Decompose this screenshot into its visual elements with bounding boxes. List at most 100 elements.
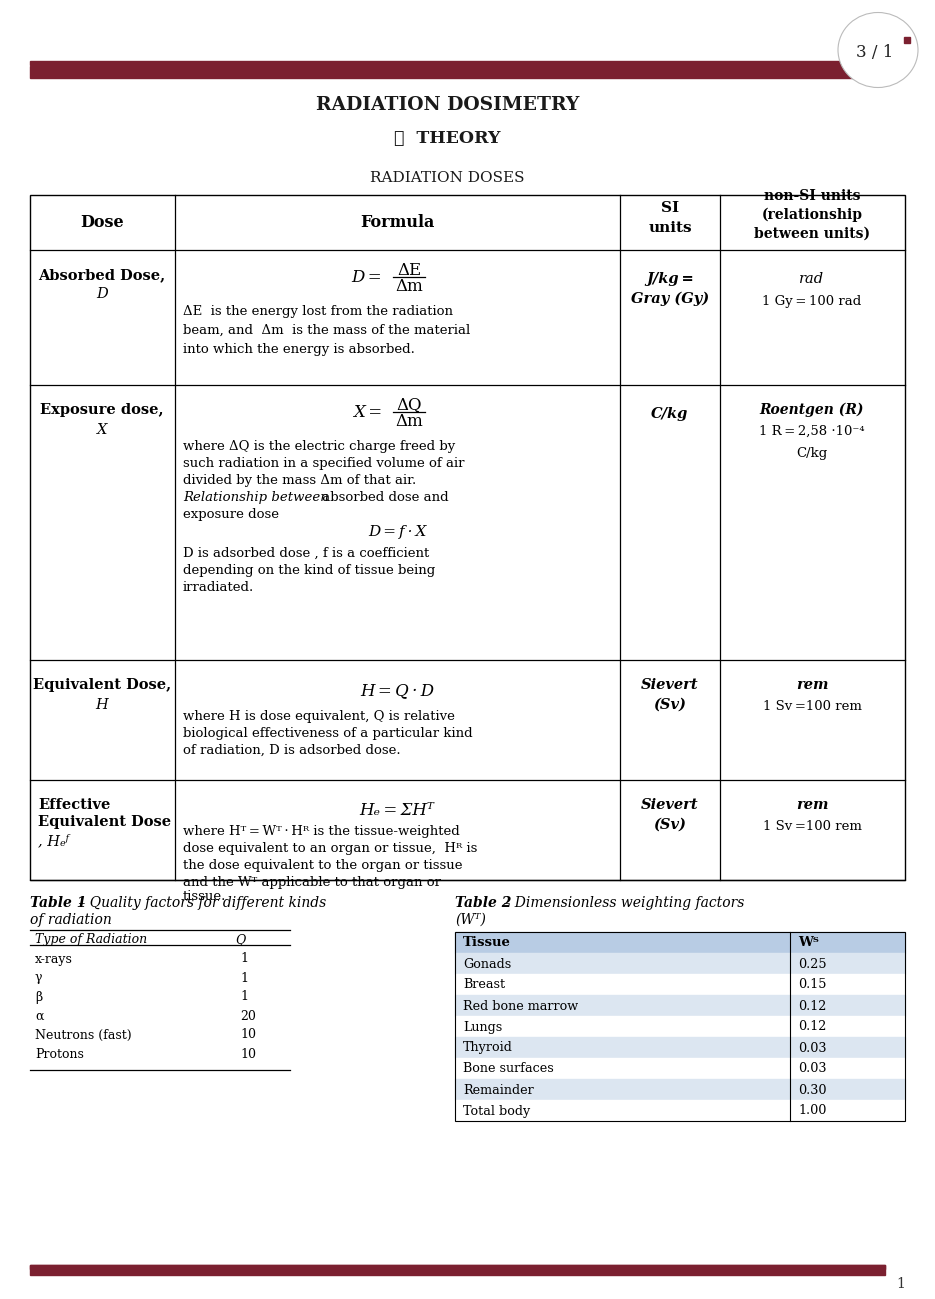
Bar [455,953,905,974]
Bar [455,1100,905,1121]
Text: 1 R = 2,58 ·10⁻⁴: 1 R = 2,58 ·10⁻⁴ [759,425,865,438]
Text: non-SI units
(relationship
between units): non-SI units (relationship between units… [754,190,870,240]
Text: 1: 1 [240,972,248,985]
Text: – Dimensionless weighting factors: – Dimensionless weighting factors [499,896,744,911]
Text: C/kg: C/kg [797,447,827,460]
Text: Red bone marrow: Red bone marrow [463,999,578,1012]
Bar [904,36,910,43]
Text: Hₑ = ΣHᵀ: Hₑ = ΣHᵀ [360,801,435,818]
Text: Table 2: Table 2 [455,896,511,911]
Text: irradiated.: irradiated. [183,581,254,594]
Text: α: α [35,1009,44,1022]
Text: depending on the kind of tissue being: depending on the kind of tissue being [183,564,436,577]
Bar [30,1265,885,1276]
Text: Gonads: Gonads [463,957,511,970]
Text: Δm: Δm [396,413,423,430]
Text: Gray (Gy): Gray (Gy) [631,292,709,307]
Text: Thyroid: Thyroid [463,1042,513,1055]
Text: 1: 1 [896,1277,905,1291]
Text: 10: 10 [240,1047,256,1060]
Text: ⧉  THEORY: ⧉ THEORY [395,130,501,147]
Bar [455,995,905,1016]
Text: Remainder: Remainder [463,1083,534,1096]
Bar [455,1016,905,1037]
Text: X: X [97,423,108,436]
Text: of radiation: of radiation [30,913,112,927]
Text: H: H [95,698,108,712]
Text: 0.25: 0.25 [798,957,827,970]
Text: RADIATION DOSIMETRY: RADIATION DOSIMETRY [316,96,579,114]
Text: Roentgen (R): Roentgen (R) [760,403,864,417]
Text: and the Wᵀ applicable to that organ or: and the Wᵀ applicable to that organ or [183,876,441,889]
Text: Δm: Δm [396,278,423,295]
Text: Exposure dose,: Exposure dose, [40,403,164,417]
Text: RADIATION DOSES: RADIATION DOSES [370,171,525,184]
Text: Breast: Breast [463,978,505,991]
Text: Protons: Protons [35,1047,84,1060]
Text: D =: D = [352,269,382,286]
Text: γ: γ [35,972,42,985]
Text: Sievert: Sievert [641,798,698,812]
Text: – Quality factors for different kinds: – Quality factors for different kinds [74,896,326,911]
Text: Type of Radiation: Type of Radiation [35,933,147,946]
Text: Effective: Effective [38,798,110,812]
Text: divided by the mass Δm of that air.: divided by the mass Δm of that air. [183,474,416,487]
Text: x-rays: x-rays [35,952,73,965]
Text: Wᵀ: Wᵀ [798,937,819,950]
Text: absorbed dose and: absorbed dose and [318,491,449,504]
Text: 1: 1 [240,991,248,1004]
Text: Equivalent Dose: Equivalent Dose [38,814,171,829]
Text: D: D [96,287,108,301]
Ellipse shape [838,13,918,87]
Bar [455,974,905,995]
Bar [455,1057,905,1079]
Text: rem: rem [796,798,828,812]
Text: dose equivalent to an organ or tissue,  Hᴿ is: dose equivalent to an organ or tissue, H… [183,842,478,855]
Text: 1 Sv =100 rem: 1 Sv =100 rem [763,820,861,833]
Text: 20: 20 [240,1009,256,1022]
Text: 1 Sv =100 rem: 1 Sv =100 rem [763,700,861,713]
Text: 1 Gy = 100 rad: 1 Gy = 100 rad [762,295,862,308]
Bar [455,1079,905,1100]
Text: the dose equivalent to the organ or tissue: the dose equivalent to the organ or tiss… [183,859,463,872]
Bar [455,931,905,953]
Text: (Sv): (Sv) [654,698,686,712]
Bar [455,931,905,1121]
Text: Table 1: Table 1 [30,896,86,911]
Text: 3 / 1: 3 / 1 [856,43,894,61]
Text: C/kg: C/kg [652,407,689,421]
Text: biological effectiveness of a particular kind: biological effectiveness of a particular… [183,727,472,740]
Text: Lungs: Lungs [463,1021,502,1034]
Text: 10: 10 [240,1029,256,1042]
Text: Total body: Total body [463,1104,530,1117]
Text: 0.12: 0.12 [798,1021,827,1034]
Text: exposure dose: exposure dose [183,508,279,521]
Text: 1.00: 1.00 [798,1104,827,1117]
Text: D = f · X: D = f · X [367,525,426,539]
Text: 1: 1 [240,952,248,965]
Bar [30,66,885,78]
Text: X =: X = [352,404,382,421]
Text: of radiation, D is adsorbed dose.: of radiation, D is adsorbed dose. [183,744,400,757]
Text: Relationship between: Relationship between [183,491,329,504]
Text: where Hᵀ = Wᵀ · Hᴿ is the tissue-weighted: where Hᵀ = Wᵀ · Hᴿ is the tissue-weighte… [183,825,460,838]
Text: rad: rad [799,271,825,286]
Text: where ΔQ is the electric charge freed by: where ΔQ is the electric charge freed by [183,440,455,453]
Text: J/kg =: J/kg = [646,271,694,286]
Bar [30,61,885,65]
Text: ΔE  is the energy lost from the radiation
beam, and  Δm  is the mass of the mate: ΔE is the energy lost from the radiation… [183,305,470,356]
Text: Dose: Dose [80,213,123,230]
Text: D is adsorbed dose , f is a coefficient: D is adsorbed dose , f is a coefficient [183,547,429,560]
Text: ΔQ: ΔQ [396,396,422,413]
Text: (Sv): (Sv) [654,818,686,831]
Text: β: β [35,991,42,1004]
Text: (Wᵀ): (Wᵀ) [455,913,486,927]
Text: Neutrons (fast): Neutrons (fast) [35,1029,132,1042]
Text: 0.03: 0.03 [798,1063,827,1076]
Text: such radiation in a specified volume of air: such radiation in a specified volume of … [183,457,465,470]
Bar [30,1265,885,1269]
Text: ΔE: ΔE [396,261,421,278]
Text: Absorbed Dose,: Absorbed Dose, [38,268,165,282]
Text: 0.12: 0.12 [798,999,827,1012]
Text: 0.30: 0.30 [798,1083,827,1096]
